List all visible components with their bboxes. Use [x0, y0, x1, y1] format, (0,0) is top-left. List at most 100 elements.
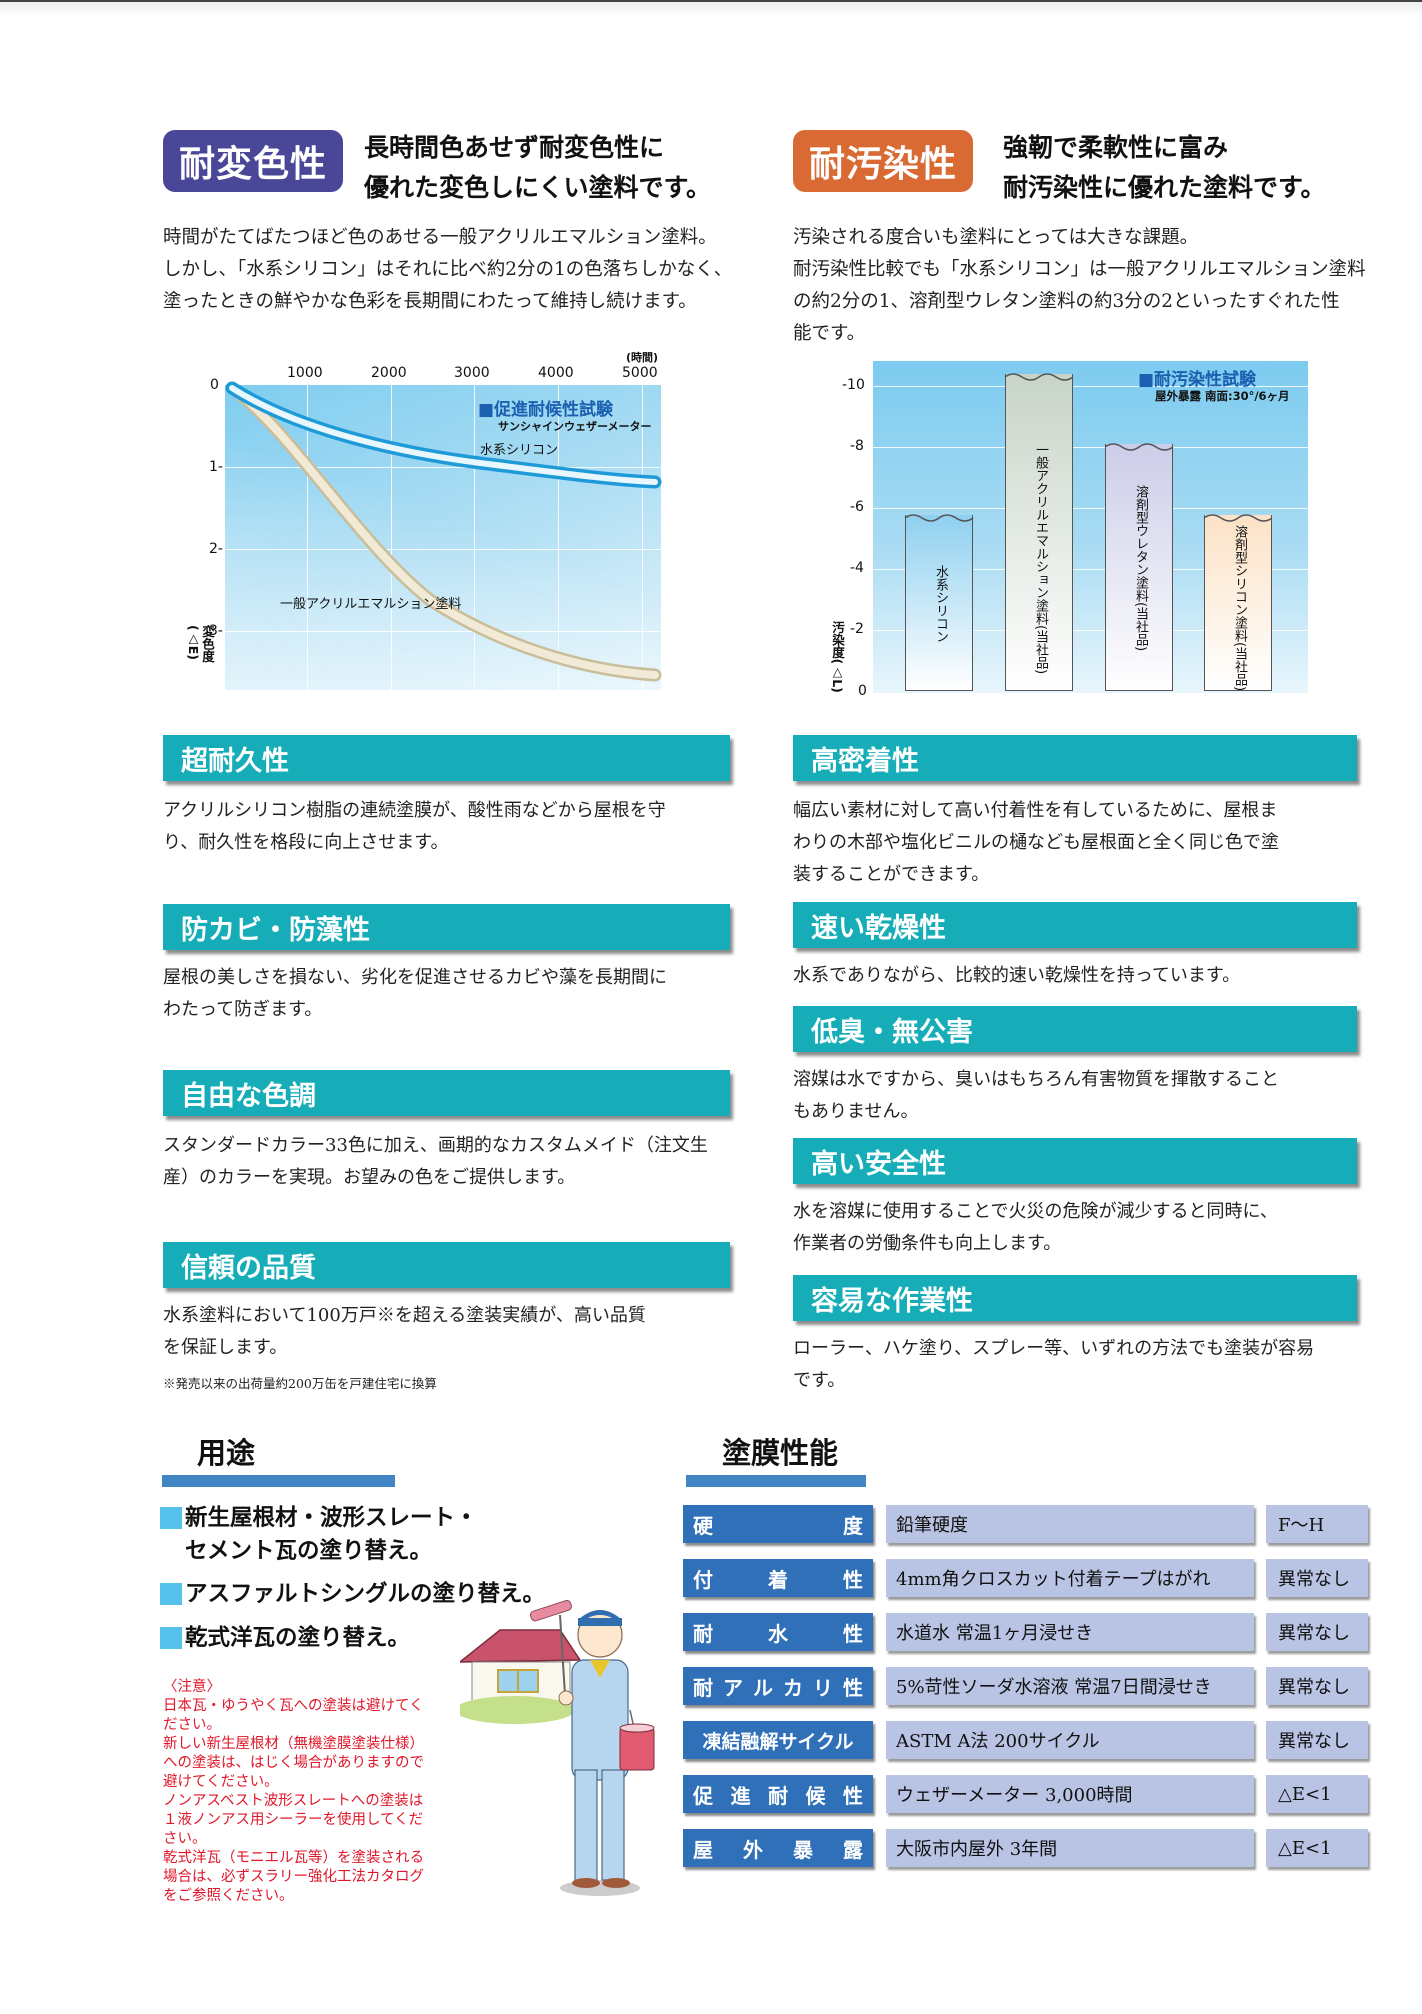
series-label-silicon: 水系シリコン	[480, 443, 559, 458]
usage-item: 乾式洋瓦の塗り替え。	[160, 1622, 410, 1655]
footnote: ※発売以来の出荷量約200万缶を戸建住宅に換算	[163, 1376, 437, 1391]
series-label-acrylic: 一般アクリルエマルション塗料	[280, 597, 462, 612]
x-tick: 4000	[538, 365, 574, 381]
text-line: 水を溶媒に使用することで火災の危険が減少すると同時に、	[793, 1201, 1278, 1222]
grid-line	[642, 385, 643, 690]
plot-glow	[225, 385, 661, 690]
grid-line	[225, 467, 661, 468]
top-border	[0, 0, 1422, 2]
usage-item: アスファルトシングルの塗り替え。	[160, 1578, 545, 1611]
hero-right-title-line2: 耐汚染性に優れた塗料です。	[1003, 173, 1326, 202]
bar-label: 水系シリコン	[933, 565, 948, 643]
label-char: 水	[768, 1621, 788, 1646]
weathering-line-chart: 1000 2000 3000 4000 5000 (時間) 0 1- 2- 3-…	[180, 345, 670, 695]
property-label: 促 進 耐 候 性	[683, 1775, 873, 1813]
grid-line	[391, 385, 392, 690]
y-tick: -10	[842, 377, 865, 393]
label-char: 着	[768, 1567, 788, 1592]
usage-item: 新生屋根材・波形スレート・ セメント瓦の塗り替え。	[160, 1502, 478, 1568]
test-result: F〜H	[1266, 1505, 1368, 1543]
y-tick: -4	[850, 560, 864, 576]
y-axis-label: 変色度(△E)	[186, 625, 215, 663]
text-line: わたって防ぎます。	[163, 999, 323, 1020]
bar-wavy-tops	[904, 373, 1273, 522]
property-label: 屋 外 暴 露	[683, 1829, 873, 1867]
usage-item-line: セメント瓦の塗り替え。	[185, 1538, 433, 1564]
y-tick: 0	[210, 377, 219, 393]
label-char: 付	[693, 1567, 713, 1592]
x-tick: 5000	[622, 365, 658, 381]
grid-line	[225, 549, 661, 550]
bullet-square-icon	[160, 1507, 182, 1529]
grid-line	[873, 508, 1308, 509]
label-char: 度	[843, 1513, 863, 1538]
feature-heading-safety: 高い安全性	[793, 1138, 1357, 1184]
chart-subtitle: 屋外暴露 南面:30°/6ヶ月	[1155, 389, 1290, 403]
hero-right-title-line1: 強靭で柔軟性に富み	[1003, 133, 1229, 162]
x-tick: 2000	[371, 365, 407, 381]
y-axis-label: 汚染度(△L)	[830, 621, 845, 693]
property-label: 耐 水 性	[683, 1613, 873, 1651]
intro-line: しかし、「水系シリコン」はそれに比べ約2分の1の色落ちしかなく、	[163, 259, 733, 280]
usage-item-line: 乾式洋瓦の塗り替え。	[185, 1625, 411, 1651]
intro-line: 時間がたてばたつほど色のあせる一般アクリルエマルション塗料。	[163, 227, 717, 248]
performance-underline	[686, 1475, 866, 1487]
text-line: を保証します。	[163, 1337, 288, 1358]
top-shadow	[0, 2, 1422, 16]
feature-text-safety: 水を溶媒に使用することで火災の危険が減少すると同時に、 作業者の労働条件も向上し…	[793, 1196, 1278, 1260]
painter-house-illustration	[460, 1600, 655, 1896]
intro-line: 汚染される度合いも塗料にとっては大きな課題。	[793, 227, 1199, 248]
test-condition: 4mm角クロスカット付着テープはがれ	[886, 1559, 1254, 1597]
bar-water-silicon	[905, 515, 973, 691]
feature-heading-drying: 速い乾燥性	[793, 902, 1357, 948]
label-char: 凍結融解サイクル	[702, 1730, 854, 1753]
label-char: 外	[743, 1837, 763, 1862]
grid-line	[307, 385, 308, 690]
performance-title: 塗膜性能	[722, 1436, 839, 1470]
label-char: 進	[730, 1783, 751, 1808]
text-line: 溶媒は水ですから、臭いはもちろん有害物質を揮散すること	[793, 1069, 1279, 1090]
feature-heading-low-odor: 低臭・無公害	[793, 1006, 1357, 1052]
text-line: 装することができます。	[793, 864, 990, 885]
y-tick: -8	[850, 438, 864, 454]
usage-item-line: 新生屋根材・波形スレート・	[185, 1505, 478, 1531]
bar-label: 一般アクリルエマルション塗料(当社品)	[1033, 443, 1048, 675]
label-char: 耐	[693, 1675, 713, 1700]
feature-heading-color: 自由な色調	[163, 1070, 730, 1116]
text-line: 屋根の美しさを損ない、劣化を促進させるカビや藻を長期間に	[163, 967, 667, 988]
text-line: スタンダードカラー33色に加え、画期的なカスタムメイド（注文生	[163, 1135, 708, 1156]
feature-heading-antimold: 防カビ・防藻性	[163, 904, 730, 950]
text-line: 水系でありながら、比較的速い乾燥性を持っています。	[793, 965, 1241, 986]
line-series	[225, 381, 662, 682]
bullet-square-icon	[160, 1583, 182, 1605]
x-tick: 1000	[287, 365, 323, 381]
stain-bar-chart: -10 -8 -6 -4 -2 0 汚染度(△L) 水系シリコン 一般アクリルエ…	[820, 355, 1320, 700]
intro-line: 耐汚染性比較でも「水系シリコン」は一般アクリルエマルション塗料	[793, 259, 1366, 280]
y-tick: 3-	[209, 623, 223, 639]
test-condition: ASTM A法 200サイクル	[886, 1721, 1254, 1759]
test-condition: 水道水 常温1ヶ月浸せき	[886, 1613, 1254, 1651]
badge-stain-resistance: 耐汚染性	[793, 130, 973, 192]
test-result: 異常なし	[1266, 1721, 1368, 1759]
feature-text-workability: ローラー、ハケ塗り、スプレー等、いずれの方法でも塗装が容易 です。	[793, 1333, 1314, 1397]
test-condition: 5%苛性ソーダ水溶液 常温7日間浸せき	[886, 1667, 1254, 1705]
intro-line: 塗ったときの鮮やかな色彩を長期間にわたって維持し続けます。	[163, 291, 697, 312]
y-tick: -6	[850, 499, 864, 515]
x-axis-unit: (時間)	[626, 351, 659, 364]
chart-subtitle: サンシャインウェザーメーター	[498, 420, 652, 433]
hero-left-title-line1: 長時間色あせず耐変色性に	[364, 133, 665, 162]
feature-text-quality: 水系塗料において100万戸※を超える塗装実績が、高い品質 を保証します。	[163, 1300, 646, 1364]
hero-right-intro: 汚染される度合いも塗料にとっては大きな課題。 耐汚染性比較でも「水系シリコン」は…	[793, 222, 1366, 350]
label-char: 促	[693, 1783, 713, 1808]
label-char: 屋	[693, 1837, 713, 1862]
grid-line	[873, 386, 1308, 387]
label-char: 耐	[693, 1621, 713, 1646]
text-line: 水系塗料において100万戸※を超える塗装実績が、高い品質	[163, 1305, 646, 1326]
bar-label: 溶剤型シリコン塗料(当社品)	[1232, 525, 1247, 692]
feature-text-durability: アクリルシリコン樹脂の連続塗膜が、酸性雨などから屋根を守 り、耐久性を格段に向上…	[163, 795, 666, 859]
label-char: 硬	[693, 1513, 713, 1538]
label-char: 候	[805, 1783, 826, 1808]
text-line: 作業者の労働条件も向上します。	[793, 1233, 1062, 1254]
label-char: 性	[843, 1621, 863, 1646]
text-line: です。	[793, 1370, 846, 1391]
